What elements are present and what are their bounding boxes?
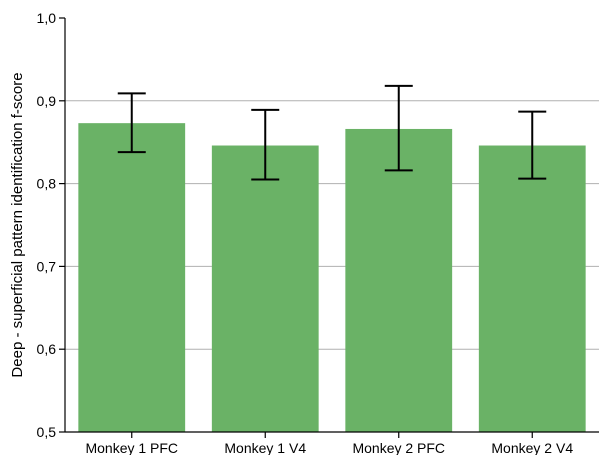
y-tick-label: 0,5 (37, 424, 57, 440)
y-tick-label: 0,9 (37, 93, 57, 109)
bar (78, 123, 186, 432)
error-bar (251, 108, 280, 181)
x-tick-label: Monkey 1 V4 (224, 440, 306, 455)
bar (478, 145, 586, 432)
x-ticks: Monkey 1 PFC Monkey 1 V4 Monkey 2 PFC Monke… (85, 432, 573, 455)
error-bar (117, 92, 146, 154)
y-tick-label: 0,7 (37, 258, 57, 274)
axes (64, 18, 599, 433)
bar (345, 128, 453, 432)
error-bars (117, 84, 547, 181)
x-tick-label: Monkey 2 V4 (491, 440, 573, 455)
error-bar (384, 84, 413, 172)
y-axis-label: Deep - superficial pattern identificatio… (9, 72, 26, 377)
error-bar (518, 110, 547, 180)
y-tick-label: 1,0 (37, 10, 57, 26)
bars (78, 123, 586, 432)
x-tick-label: Monkey 1 PFC (85, 440, 178, 455)
y-ticks: 0,5 0,6 0,7 0,8 0,9 1,0 (37, 10, 65, 440)
bar (211, 145, 319, 432)
x-tick-label: Monkey 2 PFC (352, 440, 445, 455)
y-tick-label: 0,8 (37, 176, 57, 192)
y-tick-label: 0,6 (37, 341, 57, 357)
